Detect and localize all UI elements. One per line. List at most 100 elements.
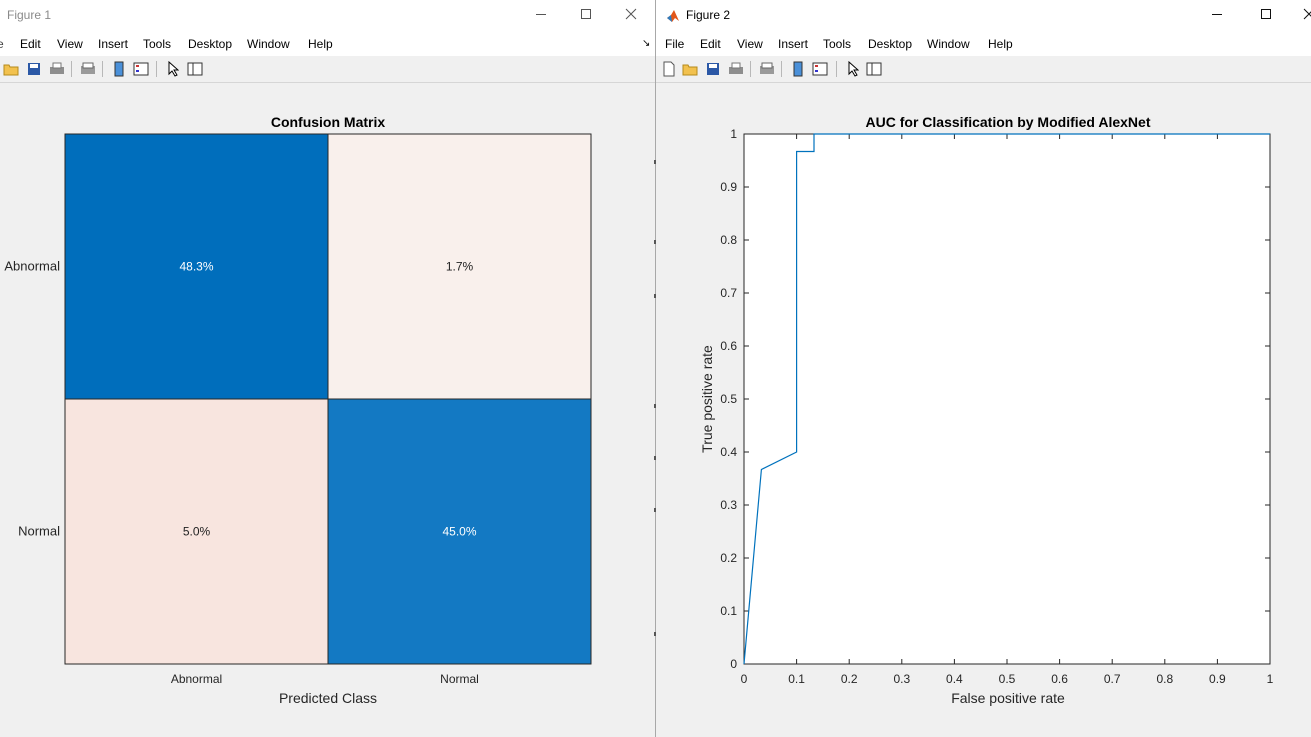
menu-tools[interactable]: Tools (143, 37, 172, 51)
x-tick-label: 1 (1267, 672, 1274, 686)
figure1-title: Figure 1 (7, 8, 52, 22)
column-label: Normal (440, 672, 479, 686)
close-icon (625, 8, 637, 20)
y-tick-label: 1 (730, 127, 737, 141)
matrix-cell (64, 398, 329, 665)
divider-tick (654, 240, 656, 244)
matrix-cell (327, 133, 592, 400)
menu-file-cut[interactable]: e (0, 37, 4, 51)
figure2-window: Figure 2 File Edit View Insert Tools Des… (656, 0, 1311, 737)
figure1-titlebar[interactable]: Figure 1 (0, 0, 655, 32)
menu-view[interactable]: View (737, 37, 763, 51)
cell-value-label: 45.0% (442, 525, 476, 539)
x-tick-label: 0.2 (841, 672, 858, 686)
x-tick-label: 0.3 (893, 672, 910, 686)
divider-tick (654, 404, 656, 408)
x-tick-label: 0.8 (1156, 672, 1173, 686)
menu-desktop[interactable]: Desktop (868, 37, 913, 51)
divider-tick (654, 160, 656, 164)
minimize-button[interactable] (1194, 4, 1240, 28)
y-tick-label: 0.5 (720, 392, 737, 406)
x-tick-label: 0.5 (999, 672, 1016, 686)
figure1-menubar: e Edit View Insert Tools Desktop Window … (0, 32, 655, 56)
roc-axes-box (743, 133, 1271, 665)
toolbar-separator (781, 61, 782, 77)
matlab-logo-icon (666, 9, 680, 23)
legend-icon[interactable] (132, 60, 150, 78)
close-button[interactable] (1286, 4, 1311, 28)
x-tick-label: 0 (741, 672, 748, 686)
menu-edit[interactable]: Edit (700, 37, 721, 51)
figure1-toolbar (0, 56, 655, 83)
row-label: Normal (18, 524, 60, 539)
figure2-title: Figure 2 (686, 8, 731, 22)
menu-desktop[interactable]: Desktop (188, 37, 233, 51)
y-tick-label: 0.7 (720, 286, 737, 300)
window-divider[interactable] (655, 0, 656, 737)
x-tick-label: 0.6 (1051, 672, 1068, 686)
x-tick-label: 0.7 (1104, 672, 1121, 686)
menu-edit[interactable]: Edit (20, 37, 41, 51)
maximize-button[interactable] (563, 4, 609, 28)
menu-insert[interactable]: Insert (778, 37, 809, 51)
dock-arrow-icon[interactable]: ↘ (642, 38, 651, 49)
colorbar-icon[interactable] (110, 60, 128, 78)
print-preview-icon[interactable] (79, 60, 97, 78)
menu-view[interactable]: View (57, 37, 83, 51)
maximize-button[interactable] (1243, 4, 1289, 28)
divider-tick (654, 632, 656, 636)
menu-tools[interactable]: Tools (823, 37, 852, 51)
menu-insert[interactable]: Insert (98, 37, 129, 51)
colorbar-icon[interactable] (789, 60, 807, 78)
close-icon (1303, 8, 1311, 20)
menu-help[interactable]: Help (308, 37, 333, 51)
toolbar-separator (156, 61, 157, 77)
print-icon[interactable] (48, 60, 66, 78)
toolbar-separator (102, 61, 103, 77)
column-label: Abnormal (171, 672, 222, 686)
figure2-menubar: File Edit View Insert Tools Desktop Wind… (656, 32, 1311, 56)
menu-file[interactable]: File (665, 37, 685, 51)
legend-icon[interactable] (811, 60, 829, 78)
print-preview-icon[interactable] (758, 60, 776, 78)
print-icon[interactable] (727, 60, 745, 78)
save-icon[interactable] (25, 60, 43, 78)
roc-title: AUC for Classification by Modified AlexN… (866, 114, 1151, 130)
new-figure-icon[interactable] (660, 60, 678, 78)
menu-window[interactable]: Window (927, 37, 970, 51)
menu-help[interactable]: Help (988, 37, 1013, 51)
property-editor-icon[interactable] (186, 60, 204, 78)
cell-value-label: 48.3% (179, 260, 213, 274)
pointer-icon[interactable] (164, 60, 182, 78)
figure2-toolbar (656, 56, 1311, 83)
confusion-matrix-xlabel: Predicted Class (279, 690, 377, 706)
close-button[interactable] (608, 4, 654, 28)
menu-window[interactable]: Window (247, 37, 290, 51)
minimize-button[interactable] (518, 4, 564, 28)
figure1-canvas: Confusion Matrix 48.3% 1.7% 5.0% 45.0% Abnor… (0, 84, 655, 737)
confusion-matrix-chart: Confusion Matrix 48.3% 1.7% 5.0% 45.0% Abnor… (4, 114, 592, 706)
pointer-icon[interactable] (844, 60, 862, 78)
property-editor-icon[interactable] (865, 60, 883, 78)
save-icon[interactable] (704, 60, 722, 78)
open-icon[interactable] (681, 60, 699, 78)
figure1-window: Figure 1 e Edit View Insert Tools Deskto… (0, 0, 655, 737)
y-tick-label: 0 (730, 657, 737, 671)
divider-tick (654, 508, 656, 512)
y-tick-label: 0.4 (720, 445, 737, 459)
maximize-icon (581, 9, 591, 19)
divider-tick (654, 294, 656, 298)
open-icon[interactable] (2, 60, 20, 78)
y-tick-label: 0.9 (720, 180, 737, 194)
maximize-icon (1261, 9, 1271, 19)
row-label: Abnormal (4, 259, 60, 274)
cell-value-label: 1.7% (446, 260, 474, 274)
toolbar-separator (836, 61, 837, 77)
figure2-titlebar[interactable]: Figure 2 (656, 0, 1311, 32)
y-tick-label: 0.6 (720, 339, 737, 353)
y-tick-label: 0.3 (720, 498, 737, 512)
figure2-canvas: AUC for Classification by Modified AlexN… (656, 84, 1311, 737)
toolbar-separator (71, 61, 72, 77)
cell-value-label: 5.0% (183, 525, 211, 539)
roc-curve (743, 133, 1270, 665)
